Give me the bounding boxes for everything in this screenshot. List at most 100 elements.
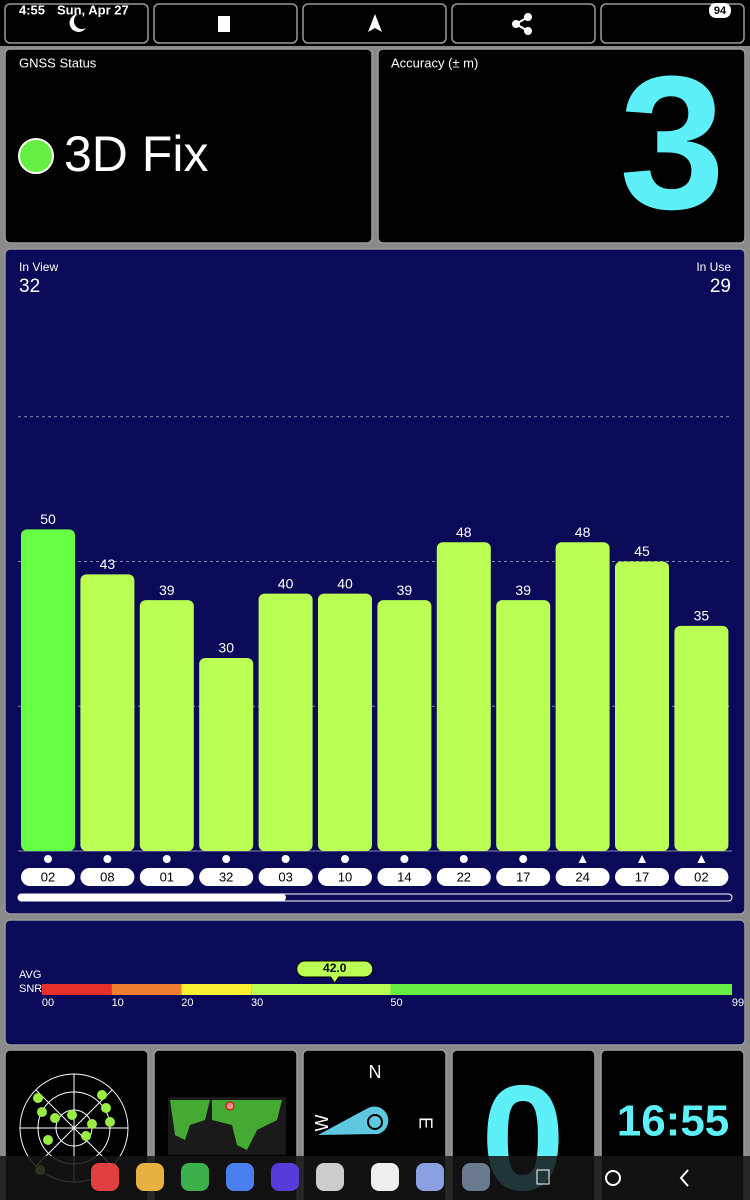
app-icon[interactable] bbox=[136, 1163, 164, 1191]
in-view-label: In View bbox=[19, 260, 58, 274]
snr-tick-label: 00 bbox=[42, 997, 54, 1009]
bar bbox=[318, 593, 372, 851]
navigate-icon bbox=[368, 14, 382, 32]
value-label: 48 bbox=[575, 524, 591, 540]
app-icon[interactable] bbox=[316, 1163, 344, 1191]
sat-id: 14 bbox=[397, 869, 411, 884]
in-use-label: In Use bbox=[696, 260, 731, 274]
compass-hub bbox=[367, 1114, 383, 1130]
poi-icon bbox=[218, 16, 230, 32]
constellation-marker bbox=[103, 855, 112, 863]
avg-value: 42.0 bbox=[323, 961, 347, 975]
compass-e: E bbox=[415, 1117, 435, 1129]
sat-pill bbox=[377, 868, 432, 886]
fix-indicator bbox=[18, 138, 54, 174]
app-icon[interactable] bbox=[226, 1163, 254, 1191]
accuracy-title: Accuracy (± m) bbox=[391, 55, 478, 70]
app-icon[interactable] bbox=[91, 1163, 119, 1191]
value-label: 39 bbox=[515, 582, 531, 598]
sat-pill bbox=[674, 868, 729, 886]
constellation-marker bbox=[459, 855, 468, 863]
app-icon[interactable] bbox=[271, 1163, 299, 1191]
app-icon[interactable] bbox=[416, 1163, 444, 1191]
sat-pill bbox=[555, 868, 610, 886]
map-position bbox=[225, 1101, 235, 1111]
app-icon[interactable] bbox=[181, 1163, 209, 1191]
sat-pill bbox=[615, 868, 669, 886]
avg-label: AVG bbox=[19, 969, 41, 981]
constellation-marker bbox=[578, 855, 587, 863]
constellation-marker bbox=[281, 855, 290, 863]
clock: 16:55 bbox=[617, 1097, 730, 1146]
toolbar-night[interactable] bbox=[4, 3, 149, 44]
in-use: 29 bbox=[710, 276, 731, 297]
status-date: Sun, Apr 27 bbox=[57, 2, 129, 17]
toolbar-share[interactable] bbox=[451, 3, 596, 44]
nav-home[interactable] bbox=[605, 1170, 621, 1186]
snr-segment bbox=[42, 984, 112, 995]
sat-id: 32 bbox=[219, 869, 233, 884]
snr-tick-label: 30 bbox=[251, 997, 263, 1009]
value-label: 43 bbox=[100, 556, 116, 572]
value-label: 40 bbox=[278, 575, 294, 591]
app-icon[interactable] bbox=[462, 1163, 490, 1191]
gnss-title: GNSS Status bbox=[19, 55, 97, 70]
sat-pill bbox=[21, 868, 75, 886]
app-icon[interactable] bbox=[371, 1163, 399, 1191]
nav-recents[interactable] bbox=[536, 1169, 550, 1185]
sat-pill bbox=[80, 868, 135, 886]
value-label: 48 bbox=[456, 524, 472, 540]
constellation-marker bbox=[162, 855, 171, 863]
map-land bbox=[170, 1100, 282, 1150]
toolbar-location[interactable] bbox=[600, 3, 745, 44]
bar bbox=[139, 600, 194, 851]
value-label: 39 bbox=[397, 582, 413, 598]
status-time: 4:55 bbox=[19, 2, 45, 17]
sat-id: 02 bbox=[694, 869, 708, 884]
constellation-marker bbox=[638, 855, 646, 863]
sat-id: 02 bbox=[41, 869, 55, 884]
snr-tick-label: 99 bbox=[732, 997, 744, 1009]
bar bbox=[21, 529, 75, 851]
scrollbar-thumb[interactable] bbox=[18, 894, 286, 901]
constellation-marker bbox=[400, 855, 409, 863]
sat-id: 17 bbox=[635, 869, 649, 884]
avg-marker bbox=[296, 960, 374, 984]
battery-pill bbox=[709, 3, 731, 18]
sat-pill bbox=[318, 868, 372, 886]
bar bbox=[377, 600, 432, 851]
fix-status: 3D Fix bbox=[64, 126, 208, 182]
constellation-marker bbox=[222, 855, 231, 863]
bar bbox=[436, 542, 491, 851]
compass-n: N bbox=[369, 1062, 382, 1082]
snr-label: SNR bbox=[19, 983, 42, 995]
in-view: 32 bbox=[19, 276, 40, 297]
bar bbox=[258, 593, 313, 851]
compass-w: W bbox=[312, 1115, 332, 1132]
sat-id: 10 bbox=[338, 869, 352, 884]
sat-pill bbox=[258, 868, 313, 886]
sat-pill bbox=[436, 868, 491, 886]
moon-icon bbox=[69, 14, 86, 32]
sat-id: 24 bbox=[575, 869, 589, 884]
bar bbox=[496, 600, 551, 851]
snr-segment bbox=[181, 984, 252, 995]
share-icon bbox=[512, 13, 532, 35]
nav-back[interactable] bbox=[679, 1169, 689, 1187]
constellation-marker bbox=[519, 855, 528, 863]
constellation-marker bbox=[341, 855, 349, 863]
constellation-marker bbox=[697, 855, 706, 863]
value-label: 30 bbox=[218, 640, 234, 656]
bar bbox=[615, 561, 669, 851]
snr-tick-label: 50 bbox=[390, 997, 402, 1009]
sat-pill bbox=[199, 868, 254, 886]
snr-tick-label: 20 bbox=[181, 997, 193, 1009]
bar bbox=[674, 625, 729, 851]
bar bbox=[555, 542, 610, 851]
sat-id: 01 bbox=[160, 869, 174, 884]
sat-id: 08 bbox=[100, 869, 114, 884]
accuracy-panel bbox=[377, 48, 746, 244]
sat-id: 17 bbox=[516, 869, 530, 884]
